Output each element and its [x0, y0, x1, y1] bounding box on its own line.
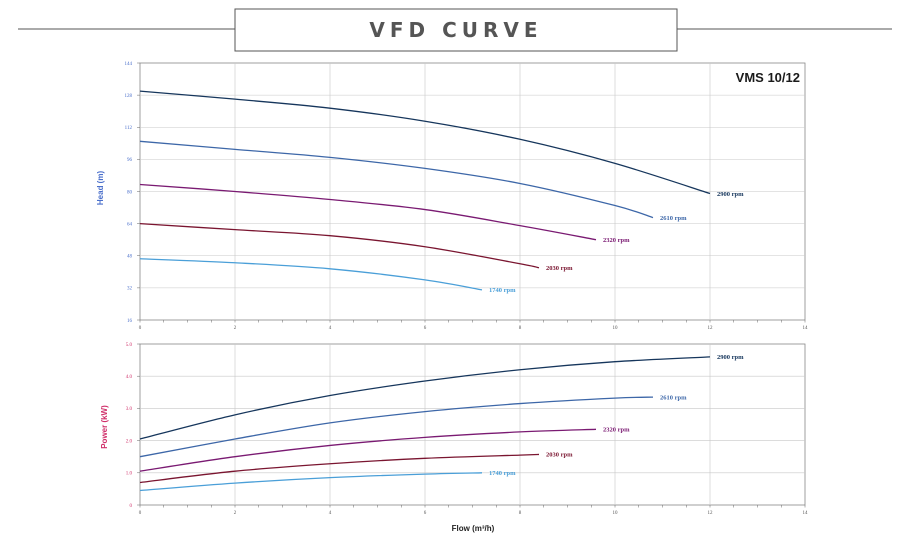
power-series-label: 2030 rpm	[546, 452, 573, 459]
power-series-2320-rpm	[139, 428, 597, 472]
head-series-2320-rpm	[139, 183, 597, 241]
power-x-tick-label: 6	[424, 511, 427, 516]
power-series-2900-rpm	[139, 356, 711, 440]
power-y-tick-label: 5.0	[126, 343, 133, 348]
head-x-tick-label: 14	[803, 326, 809, 331]
power-x-tick-label: 2	[234, 511, 237, 516]
head-y-tick-label: 48	[127, 255, 133, 260]
head-y-tick-label: 32	[127, 287, 133, 292]
power-y-tick-label: 2.0	[126, 439, 133, 444]
head-series-label: 2030 rpm	[546, 265, 573, 272]
power-axis-label: Power (kW)	[100, 405, 109, 449]
power-series-1740-rpm	[139, 472, 483, 492]
flow-axis-label: Flow (m³/h)	[452, 524, 495, 533]
power-series-2030-rpm	[139, 453, 540, 484]
power-series-label: 2900 rpm	[717, 354, 744, 361]
head-y-tick-label: 144	[125, 62, 133, 67]
model-label: VMS 10/12	[736, 70, 800, 85]
power-x-tick-label: 14	[803, 511, 809, 516]
head-x-tick-label: 8	[519, 326, 522, 331]
head-series-2900-rpm	[139, 90, 711, 195]
title-box	[234, 8, 678, 52]
head-series-2610-rpm	[139, 140, 654, 219]
head-x-tick-label: 12	[708, 326, 714, 331]
power-x-tick-label: 4	[329, 511, 332, 516]
chart-title: VFD CURVE	[369, 18, 542, 42]
power-x-tick-label: 8	[519, 511, 522, 516]
head-series-label: 2900 rpm	[717, 191, 744, 198]
power-x-tick-label: 0	[139, 511, 142, 516]
head-y-tick-label: 112	[125, 126, 133, 131]
head-y-tick-label: 80	[127, 190, 133, 195]
head-x-tick-label: 2	[234, 326, 237, 331]
head-y-tick-label: 96	[127, 158, 133, 163]
head-x-tick-label: 4	[329, 326, 332, 331]
power-y-tick-label: 3.0	[126, 407, 133, 412]
power-y-tick-label: 1.0	[126, 472, 133, 477]
head-series-label: 2320 rpm	[603, 237, 630, 244]
power-series-2610-rpm	[139, 396, 654, 458]
power-series-label: 2320 rpm	[603, 427, 630, 434]
power-series-label: 2610 rpm	[660, 394, 687, 401]
power-series-label: 1740 rpm	[489, 470, 516, 477]
power-x-tick-label: 10	[613, 511, 619, 516]
head-axis-label: Head (m)	[96, 171, 105, 206]
head-x-tick-label: 6	[424, 326, 427, 331]
power-plot-frame	[139, 343, 806, 506]
head-x-tick-label: 10	[613, 326, 619, 331]
head-y-tick-label: 128	[125, 94, 133, 99]
head-series-label: 2610 rpm	[660, 215, 687, 222]
head-y-tick-label: 64	[127, 222, 133, 227]
power-chart: 0 2 4 6 8 10 12 14 0 1.0 2.0 3.0 4.0 5.0 2900 rpm 2610 …	[126, 343, 808, 516]
power-y-tick-label: 0	[130, 504, 133, 509]
head-series-label: 1740 rpm	[489, 287, 516, 294]
head-chart: 0 2 4 6 8 10 12 14 16 32 48 64 80 96 112 128 144 2900 rpm…	[125, 62, 809, 331]
power-y-tick-label: 4.0	[126, 375, 133, 380]
power-x-tick-label: 12	[708, 511, 714, 516]
head-y-tick-label: 16	[127, 319, 133, 324]
head-series-2030-rpm	[139, 222, 540, 269]
head-x-tick-label: 0	[139, 326, 142, 331]
head-series-1740-rpm	[139, 258, 483, 291]
